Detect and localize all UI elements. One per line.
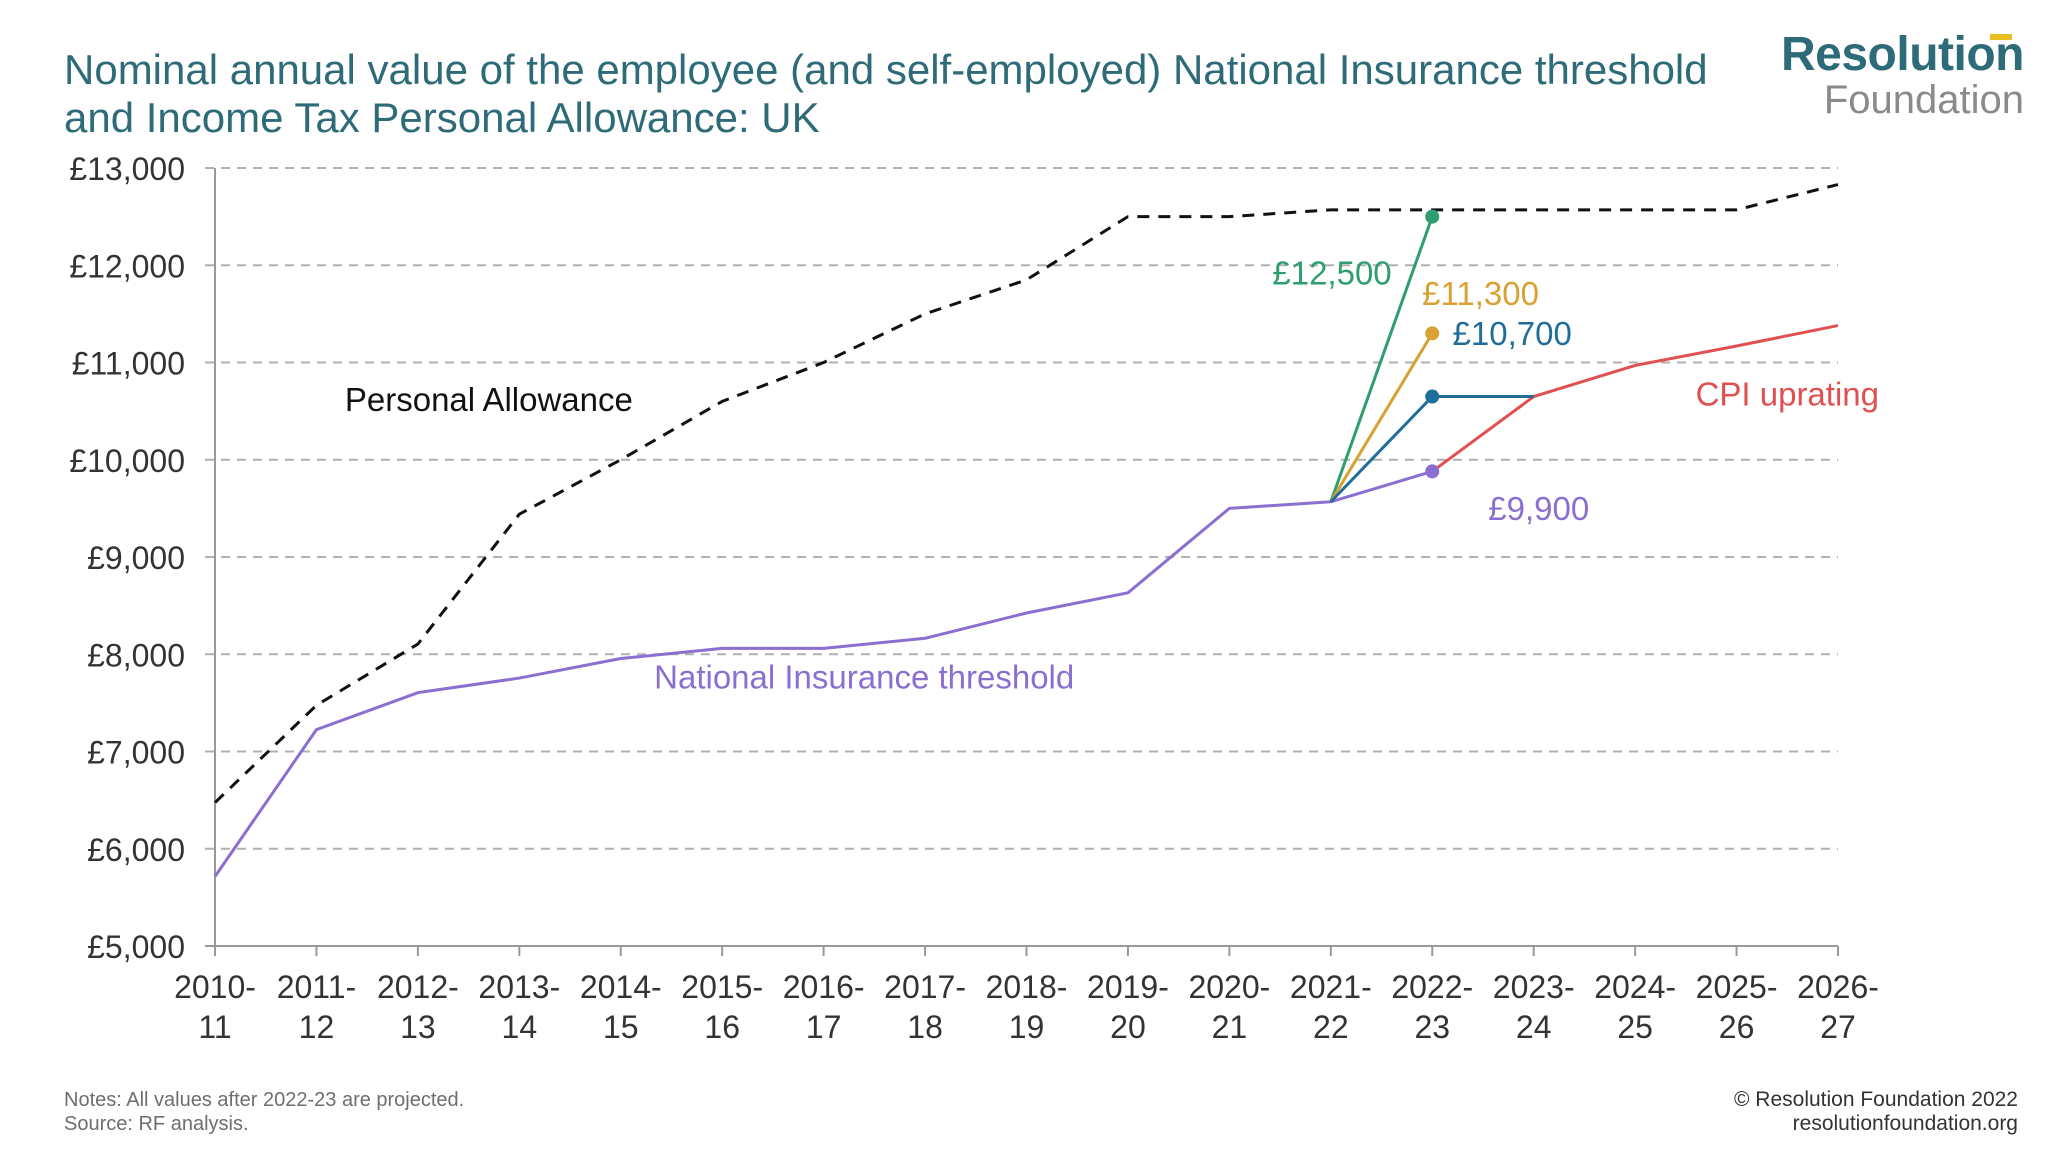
x-tick-label-bottom: 25 [1617, 1009, 1653, 1045]
chart-title: Nominal annual value of the employee (an… [64, 46, 1764, 142]
y-tick-label: £5,000 [87, 929, 185, 965]
series-markers [1425, 209, 1440, 479]
x-tick-label-top: 2010- [174, 969, 256, 1005]
x-tick-label-bottom: 23 [1414, 1009, 1450, 1045]
x-tick-label-top: 2022- [1391, 969, 1473, 1005]
x-tick-label-top: 2023- [1493, 969, 1575, 1005]
annotation-pa: Personal Allowance [345, 381, 633, 418]
x-tick-label-top: 2025- [1696, 969, 1778, 1005]
chart-credit: © Resolution Foundation 2022 resolutionf… [1734, 1088, 2018, 1136]
x-tick-label-top: 2012- [377, 969, 459, 1005]
x-tick-label-top: 2011- [277, 969, 356, 1005]
x-tick-label-top: 2026- [1797, 969, 1879, 1005]
x-tick-label-bottom: 16 [704, 1009, 740, 1045]
x-tick-label-bottom: 24 [1516, 1009, 1552, 1045]
series-line-cpi-uprating [1431, 324, 1839, 473]
x-tick-label-top: 2015- [681, 969, 763, 1005]
logo-line-2: Foundation [1823, 78, 2024, 122]
annotation-c: CPI uprating [1696, 375, 1879, 412]
x-tick-label-bottom: 27 [1820, 1009, 1856, 1045]
x-tick-label-top: 2019- [1087, 969, 1169, 1005]
chart-title-line-1: Nominal annual value of the employee (an… [64, 46, 1708, 93]
series-line-national-insurance-threshold [213, 469, 1433, 878]
x-tick-label-bottom: 11 [198, 1009, 231, 1045]
x-tick-label-bottom: 22 [1313, 1009, 1349, 1045]
series-lines [213, 183, 1839, 878]
data-point-12-500-scenario [1425, 209, 1440, 224]
x-tick-label-bottom: 15 [603, 1009, 639, 1045]
y-tick-label: £13,000 [69, 151, 185, 187]
chart-notes: Notes: All values after 2022-23 are proj… [64, 1088, 464, 1136]
y-tick-label: £6,000 [87, 832, 185, 868]
x-tick-label-bottom: 18 [907, 1009, 943, 1045]
logo-accent-mark [1990, 34, 2012, 40]
data-point-9-900-point [1425, 464, 1440, 479]
annotation-p: £9,900 [1488, 490, 1589, 527]
x-tick-label-bottom: 17 [806, 1009, 842, 1045]
data-point-11-300-scenario [1425, 326, 1440, 341]
axes: £5,000 £6,000 £7,000 £8,000 £9,000 £10,000 £11… [69, 151, 1879, 1045]
annotation-o: £11,300 [1422, 275, 1539, 312]
x-tick-label-bottom: 19 [1009, 1009, 1045, 1045]
x-tick-label-bottom: 14 [502, 1009, 538, 1045]
website-line: resolutionfoundation.org [1792, 1112, 2018, 1135]
x-tick-label-bottom: 20 [1110, 1009, 1146, 1045]
y-tick-label: £11,000 [72, 346, 185, 382]
y-tick-label: £7,000 [87, 735, 185, 771]
x-tick-label-bottom: 21 [1212, 1009, 1248, 1045]
y-tick-label: £8,000 [87, 637, 185, 673]
source-line: Source: RF analysis. [64, 1113, 249, 1135]
x-tick-label-bottom: 26 [1719, 1009, 1755, 1045]
chart-title-line-2: and Income Tax Personal Allowance: UK [64, 94, 820, 141]
x-tick-label-top: 2014- [580, 969, 662, 1005]
x-tick-label-bottom: 12 [299, 1009, 335, 1045]
x-tick-label-top: 2021- [1290, 969, 1372, 1005]
resolution-foundation-logo: Resolution Foundation [1781, 28, 2025, 122]
gridlines [205, 167, 1838, 850]
x-tick-label-top: 2013- [478, 969, 560, 1005]
series-line-personal-allowance [213, 183, 1839, 804]
series-line-12-500-scenario [1329, 216, 1434, 503]
x-tick-label-top: 2020- [1188, 969, 1270, 1005]
x-tick-label-top: 2024- [1594, 969, 1676, 1005]
x-tick-label-top: 2017- [884, 969, 966, 1005]
notes-line: Notes: All values after 2022-23 are proj… [64, 1089, 465, 1111]
x-tick-label-bottom: 13 [400, 1009, 436, 1045]
annotation-ni: National Insurance threshold [654, 658, 1074, 695]
y-tick-label: £12,000 [69, 248, 185, 284]
series-line-11-300-scenario [1329, 332, 1434, 503]
y-tick-label: £9,000 [87, 540, 185, 576]
data-point-10-700-scenario [1425, 389, 1440, 404]
annotations: Personal Allowance National Insurance thr… [345, 255, 1879, 696]
annotation-g: £12,500 [1272, 255, 1391, 292]
annotation-b: £10,700 [1453, 315, 1572, 352]
x-tick-label-top: 2016- [783, 969, 865, 1005]
logo-line-1: Resolution [1781, 28, 2025, 81]
copyright-line: © Resolution Foundation 2022 [1733, 1088, 2018, 1111]
y-tick-label: £10,000 [69, 443, 185, 479]
x-tick-label-top: 2018- [986, 969, 1068, 1005]
